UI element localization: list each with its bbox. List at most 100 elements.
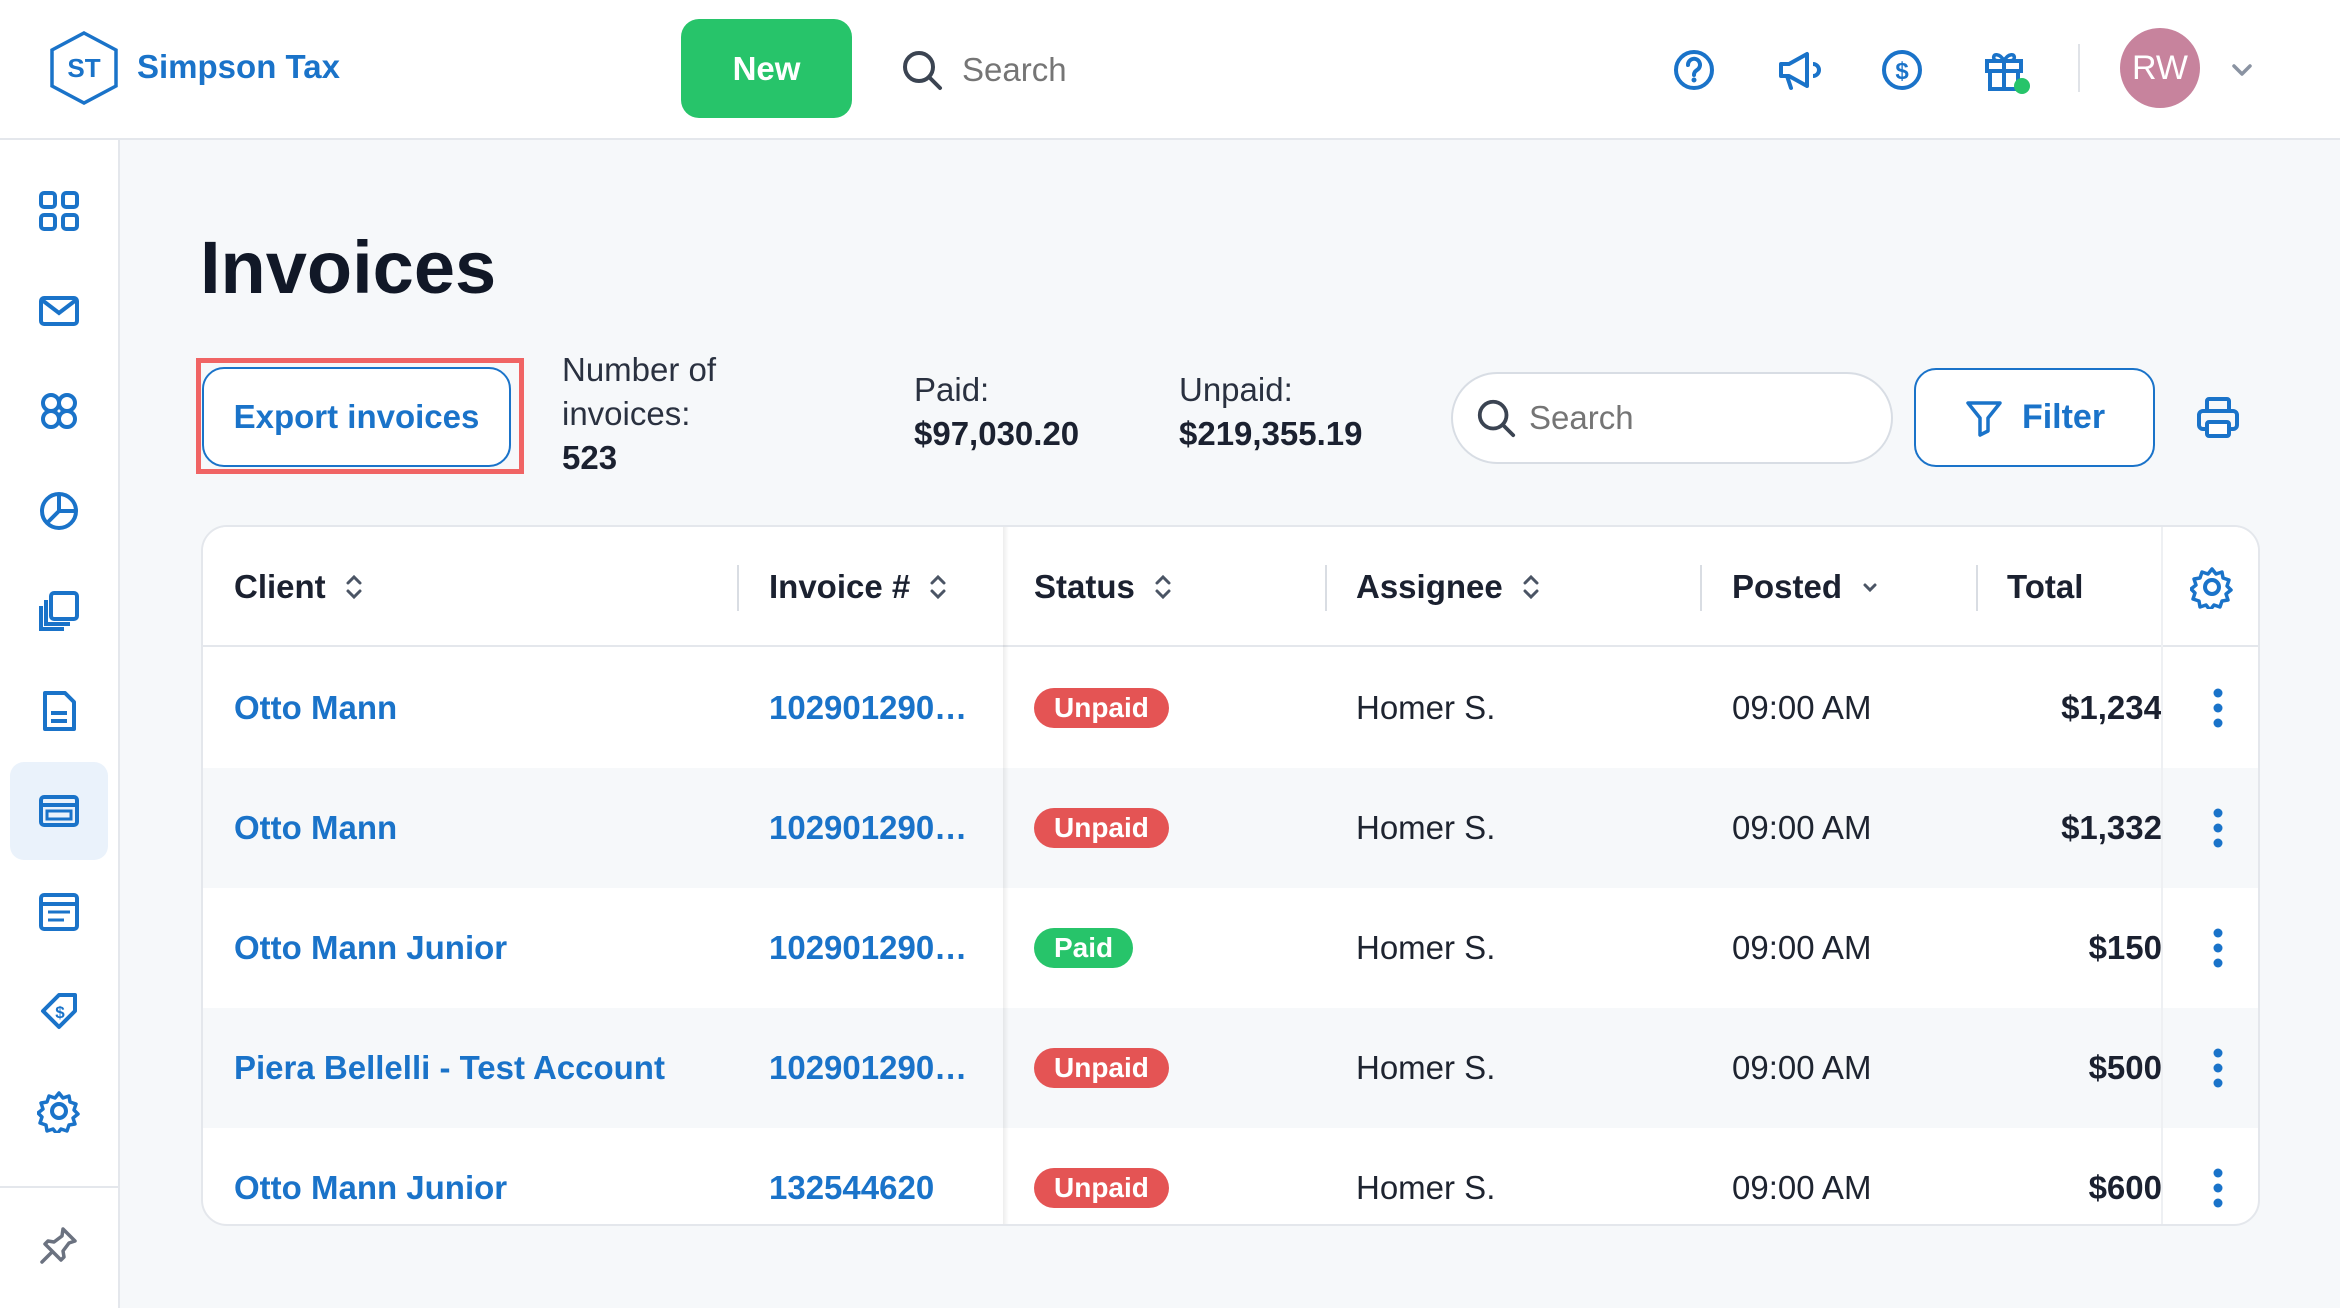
more-vertical-icon <box>2213 808 2223 848</box>
paid-value: $97,030.20 <box>914 415 1080 452</box>
gift-icon[interactable] <box>1976 40 2036 100</box>
row-menu-button[interactable] <box>2203 684 2233 732</box>
more-vertical-icon <box>2213 1168 2223 1208</box>
export-highlight <box>196 358 524 474</box>
invoice-number-link[interactable]: 102901290… <box>769 689 968 726</box>
column-divider <box>1325 565 1327 611</box>
global-search-input[interactable] <box>962 51 1192 89</box>
invoice-search-input[interactable] <box>1529 399 1869 437</box>
dashboard-icon <box>39 191 79 231</box>
table-row[interactable]: Otto Mann 102901290… Unpaid Homer S. 09:… <box>203 768 2258 888</box>
column-header-client[interactable]: Client <box>234 527 364 647</box>
table-row[interactable]: Piera Bellelli - Test Account 102901290…… <box>203 1008 2258 1128</box>
status-badge: Unpaid <box>1034 1168 1169 1208</box>
invoice-number-link[interactable]: 102901290… <box>769 809 968 846</box>
client-link[interactable]: Piera Bellelli - Test Account <box>234 1049 665 1086</box>
total-amount: $1,332 <box>2061 809 2162 846</box>
sort-icon[interactable] <box>928 572 948 602</box>
unpaid-label: Unpaid: <box>1179 371 1293 408</box>
filter-label: Filter <box>2021 398 2106 436</box>
row-menu-button[interactable] <box>2203 1044 2233 1092</box>
invoice-count-label: Number of invoices: <box>562 351 717 432</box>
topbar-divider <box>2078 44 2080 92</box>
invoice-number-link[interactable]: 132544620 <box>769 1169 935 1206</box>
sidebar-item-invoices[interactable] <box>10 762 108 860</box>
sidebar-item-files[interactable] <box>10 662 108 760</box>
total-amount: $150 <box>2088 929 2162 966</box>
sort-icon[interactable] <box>1521 572 1541 602</box>
total-amount: $1,234 <box>2061 689 2162 726</box>
sidebar-divider <box>0 1186 118 1188</box>
assignee: Homer S. <box>1356 929 1496 966</box>
paid-label: Paid: <box>914 371 990 408</box>
invoices-icon <box>39 795 79 827</box>
sort-icon[interactable] <box>1153 572 1173 602</box>
status-badge: Unpaid <box>1034 1048 1169 1088</box>
column-header-label: Status <box>1034 568 1135 605</box>
reports-icon <box>40 492 78 530</box>
export-invoices-button[interactable]: Export invoices <box>202 367 511 467</box>
column-header-status[interactable]: Status <box>1034 527 1173 647</box>
table-row[interactable]: Otto Mann Junior 132544620 Unpaid Homer … <box>203 1128 2258 1224</box>
chevron-down-icon[interactable] <box>2222 50 2262 90</box>
table-row[interactable]: Otto Mann Junior 102901290… Paid Homer S… <box>203 888 2258 1008</box>
row-menu-button[interactable] <box>2203 1164 2233 1212</box>
assignee: Homer S. <box>1356 1049 1496 1086</box>
avatar[interactable]: RW <box>2120 28 2200 108</box>
row-menu-button[interactable] <box>2203 804 2233 852</box>
sort-icon[interactable] <box>344 572 364 602</box>
client-link[interactable]: Otto Mann Junior <box>234 929 508 966</box>
column-divider <box>1976 565 1978 611</box>
logo-icon[interactable]: ST <box>46 30 122 106</box>
posted-time: 09:00 AM <box>1732 1049 1872 1086</box>
sidebar-item-calendar[interactable] <box>10 862 108 960</box>
posted-time: 09:00 AM <box>1732 1169 1872 1206</box>
client-link[interactable]: Otto Mann <box>234 689 398 726</box>
column-header-label: Assignee <box>1356 568 1503 605</box>
sidebar-item-settings[interactable] <box>10 1062 108 1160</box>
column-header-total[interactable]: Total <box>2007 527 2083 647</box>
search-icon <box>903 51 942 90</box>
sidebar-item-dashboard[interactable] <box>10 162 108 260</box>
invoice-count-value: 523 <box>562 439 618 476</box>
assignee: Homer S. <box>1356 1169 1496 1206</box>
invoice-number-link[interactable]: 102901290… <box>769 929 968 966</box>
table-header: Client Invoice # Status Assignee Posted … <box>203 527 2258 647</box>
invoice-number-link[interactable]: 102901290… <box>769 1049 968 1086</box>
column-header-label: Total <box>2007 568 2084 605</box>
page-title: Invoices <box>200 226 497 309</box>
column-header-invoice[interactable]: Invoice # <box>769 527 948 647</box>
paid-stat: Paid: $97,030.20 <box>914 368 1079 456</box>
posted-time: 09:00 AM <box>1732 809 1872 846</box>
brand-name[interactable]: Simpson Tax <box>137 48 340 85</box>
global-search[interactable] <box>900 42 1200 98</box>
search-icon <box>1477 399 1516 438</box>
column-settings-button[interactable] <box>2188 563 2236 611</box>
chevron-down-icon[interactable] <box>1860 572 1880 602</box>
table-row[interactable]: Otto Mann 102901290… Unpaid Homer S. 09:… <box>203 648 2258 768</box>
sidebar-item-mail[interactable] <box>10 262 108 360</box>
invoice-search[interactable] <box>1451 372 1893 464</box>
client-link[interactable]: Otto Mann <box>234 809 398 846</box>
column-header-assignee[interactable]: Assignee <box>1356 527 1541 647</box>
new-button[interactable]: New <box>681 19 852 118</box>
column-header-posted[interactable]: Posted <box>1732 527 1880 647</box>
column-header-label: Client <box>234 568 326 605</box>
status-badge: Paid <box>1034 928 1134 968</box>
invoice-count-stat: Number of invoices: 523 <box>562 348 732 480</box>
megaphone-icon[interactable] <box>1768 40 1828 100</box>
row-menu-button[interactable] <box>2203 924 2233 972</box>
print-icon <box>2197 397 2239 438</box>
billing-icon[interactable]: $ <box>1872 40 1932 100</box>
sidebar-item-tags[interactable]: $ <box>10 962 108 1060</box>
sidebar-item-clients[interactable] <box>10 362 108 460</box>
help-icon[interactable] <box>1664 40 1724 100</box>
more-vertical-icon <box>2213 688 2223 728</box>
print-button[interactable] <box>2190 390 2246 446</box>
filter-button[interactable]: Filter <box>1914 368 2155 467</box>
sidebar-pin-button[interactable] <box>10 1196 108 1294</box>
sidebar-item-documents[interactable] <box>10 562 108 660</box>
client-link[interactable]: Otto Mann Junior <box>234 1169 508 1206</box>
sidebar-item-reports[interactable] <box>10 462 108 560</box>
tag-icon: $ <box>41 993 77 1029</box>
